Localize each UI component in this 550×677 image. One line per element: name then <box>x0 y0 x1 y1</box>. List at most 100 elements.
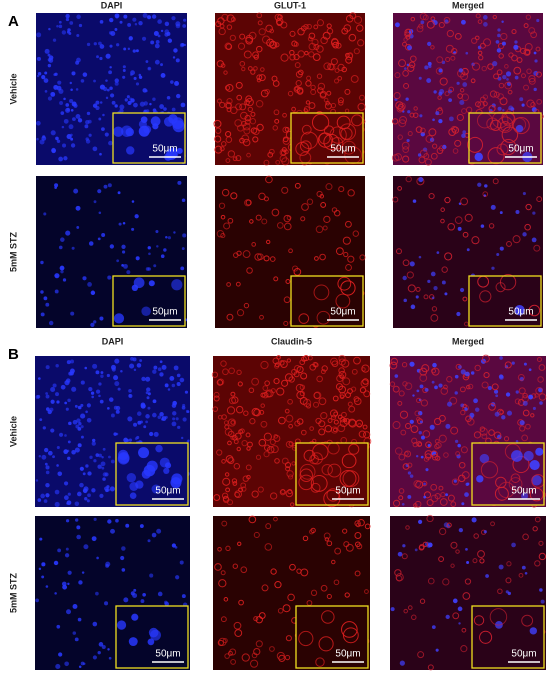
cell <box>298 313 310 324</box>
cell <box>263 255 270 262</box>
cell <box>80 380 85 385</box>
cell <box>311 113 330 131</box>
cell <box>128 637 138 647</box>
cell <box>289 563 296 571</box>
cell <box>98 394 101 398</box>
cell <box>133 588 137 592</box>
cell <box>245 432 251 438</box>
cell <box>67 440 71 444</box>
cell <box>218 202 226 209</box>
cell <box>418 255 422 259</box>
cell <box>295 383 304 392</box>
cell <box>462 404 470 412</box>
cell <box>424 65 429 70</box>
cell <box>52 38 57 42</box>
cell <box>293 364 301 373</box>
cell <box>446 522 452 528</box>
cell <box>93 459 97 463</box>
cell <box>40 493 45 499</box>
cell <box>217 639 224 647</box>
cell <box>70 359 75 364</box>
cell <box>403 298 408 303</box>
cell <box>236 309 245 317</box>
cell <box>394 374 399 378</box>
cell <box>483 530 487 534</box>
cell <box>289 30 296 37</box>
cell <box>44 462 48 466</box>
cell <box>454 391 458 395</box>
cell <box>145 60 149 63</box>
cell <box>452 148 459 154</box>
cell <box>497 33 501 38</box>
cell <box>402 259 410 267</box>
cell <box>348 33 357 42</box>
cell <box>269 646 275 652</box>
cell <box>450 125 458 133</box>
cell <box>520 73 526 79</box>
cell <box>515 390 519 394</box>
cell <box>55 392 60 397</box>
cell <box>147 67 151 70</box>
cell <box>480 224 485 228</box>
cell <box>59 265 65 271</box>
cell <box>404 28 413 37</box>
cell <box>419 367 428 376</box>
cell <box>331 360 339 368</box>
cell <box>141 469 151 479</box>
cell <box>104 132 109 137</box>
cell <box>251 490 259 498</box>
cell <box>135 82 140 86</box>
cell <box>126 472 137 483</box>
cell <box>69 81 73 85</box>
cell <box>474 407 480 412</box>
cell <box>225 545 231 552</box>
cell <box>497 42 505 50</box>
cell <box>360 379 369 388</box>
cell <box>213 391 220 398</box>
cell <box>114 28 118 31</box>
cell <box>253 616 259 622</box>
cell <box>307 355 313 361</box>
cell <box>407 605 413 611</box>
cell <box>76 14 81 20</box>
cell <box>174 81 179 86</box>
cell <box>518 572 524 578</box>
cell <box>490 521 495 527</box>
cell <box>535 46 541 52</box>
cell <box>256 12 263 19</box>
cell <box>152 108 157 112</box>
cell <box>260 67 265 72</box>
cell <box>334 68 340 74</box>
cell <box>324 102 332 110</box>
cell <box>449 396 458 405</box>
cell <box>128 438 133 442</box>
cell <box>523 450 534 461</box>
cell <box>285 489 294 498</box>
cell <box>402 155 410 163</box>
cell <box>534 516 541 523</box>
cell <box>103 184 108 189</box>
scale-bar-label: 50μm <box>155 486 180 497</box>
cell <box>246 446 251 451</box>
cell <box>413 479 421 488</box>
cell <box>173 231 176 234</box>
cell <box>258 74 266 82</box>
cell <box>437 106 443 112</box>
cell <box>514 398 521 405</box>
cell <box>460 446 468 454</box>
cell <box>492 14 497 20</box>
cell <box>529 459 540 471</box>
cell <box>141 376 146 382</box>
cell <box>245 199 252 206</box>
column-header: Claudin-5 <box>271 336 312 346</box>
cell <box>154 59 160 65</box>
cell <box>430 152 438 160</box>
cell <box>142 592 146 597</box>
cell <box>279 360 285 366</box>
cell <box>471 236 480 245</box>
cell <box>341 453 357 469</box>
cell <box>47 53 51 57</box>
cell <box>121 568 126 572</box>
cell <box>99 101 103 104</box>
cell <box>177 425 181 429</box>
